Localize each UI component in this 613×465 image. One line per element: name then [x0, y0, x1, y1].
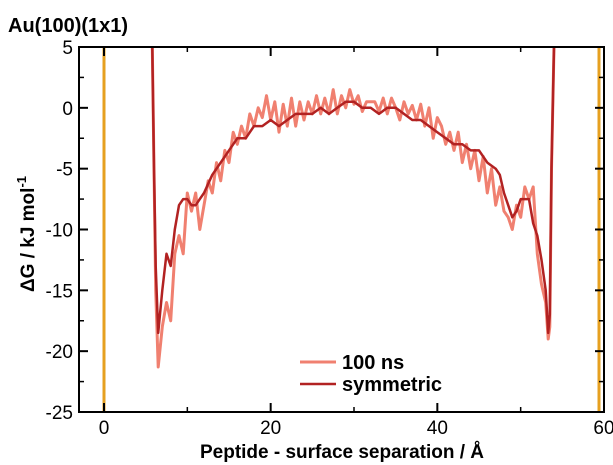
x-axis-label: Peptide - surface separation / Å [200, 442, 484, 463]
x-tick-label: 0 [99, 418, 110, 439]
y-axis-label-sup: -1 [14, 176, 29, 188]
x-tick-label: 20 [260, 418, 281, 439]
y-tick-label: -15 [46, 281, 73, 302]
svg-text:ΔG / kJ mol-1: ΔG / kJ mol-1 [14, 176, 39, 292]
y-tick-label: -5 [56, 160, 73, 181]
y-tick-label: -10 [46, 221, 73, 242]
x-tick-label: 40 [427, 418, 448, 439]
series-line-symmetric [151, 47, 556, 335]
series-line-100-ns [150, 47, 556, 369]
y-tick-label: 5 [62, 38, 73, 59]
legend-label: 100 ns [342, 352, 404, 374]
y-tick-label: 0 [62, 99, 73, 120]
axes: 0 20 40 60 5 0 -5 -10 -15 -20 -25 [46, 38, 613, 439]
y-tick-label: -25 [46, 403, 73, 424]
x-tick-label: 60 [593, 418, 613, 439]
y-tick-label: -20 [46, 342, 73, 363]
chart-title: Au(100)(1x1) [8, 15, 128, 37]
legend-label: symmetric [342, 374, 442, 396]
y-axis-label-main: ΔG / kJ mol [18, 188, 39, 292]
y-axis-label: ΔG / kJ mol-1 [14, 176, 39, 292]
